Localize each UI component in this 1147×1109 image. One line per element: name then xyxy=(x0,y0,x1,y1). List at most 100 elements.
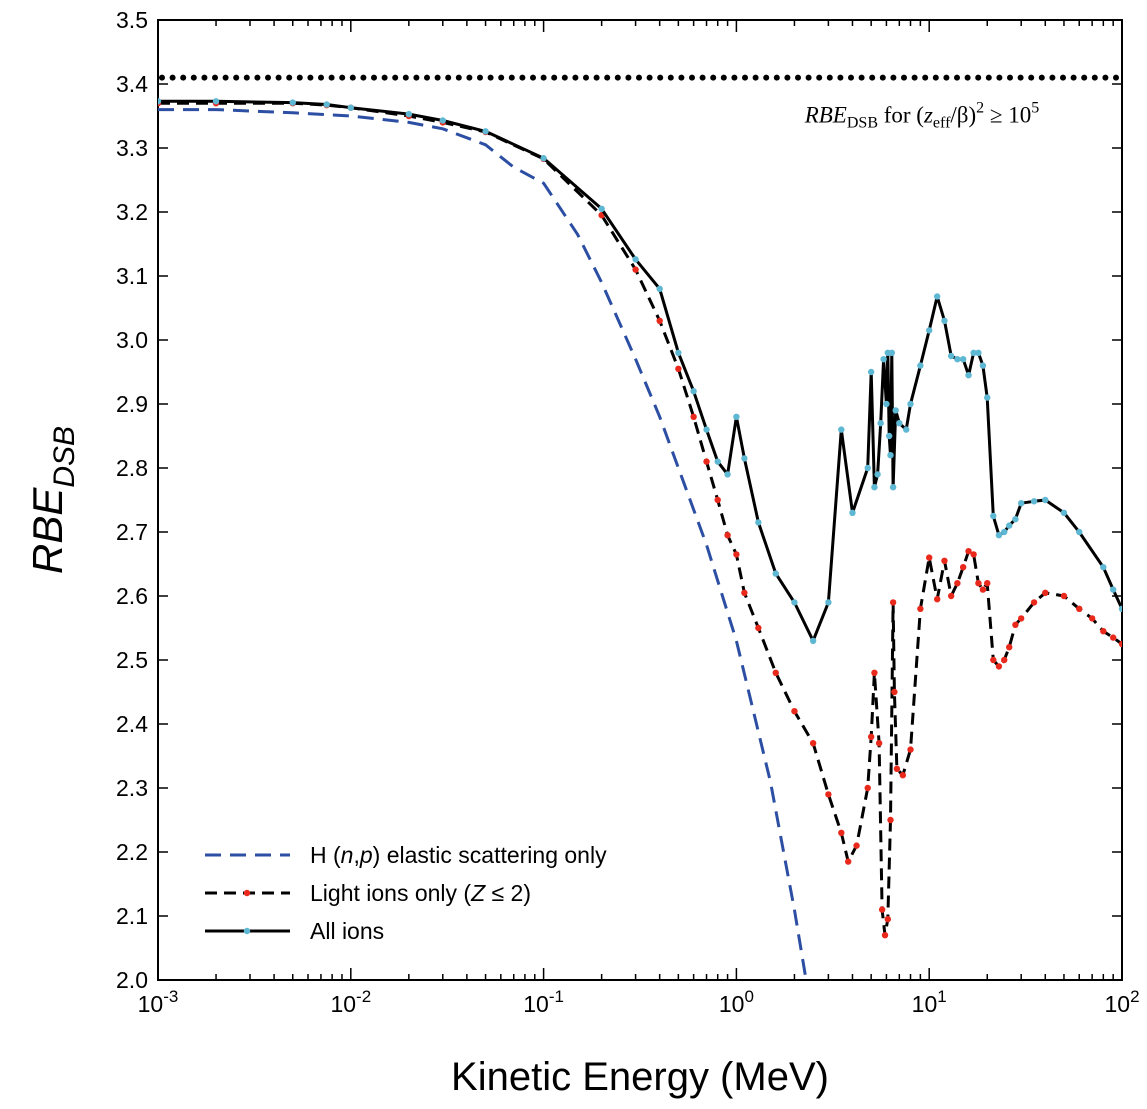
data-point xyxy=(884,916,892,923)
y-axis-title: RBEDSB xyxy=(24,426,81,574)
data-point xyxy=(405,110,413,118)
data-point xyxy=(1001,656,1008,664)
data-point xyxy=(733,413,740,420)
data-point xyxy=(891,688,898,696)
y-tick-label: 2.5 xyxy=(116,647,148,673)
data-point xyxy=(1118,640,1122,648)
data-point xyxy=(871,484,878,491)
data-point xyxy=(864,784,871,792)
data-point xyxy=(984,394,991,401)
data-point xyxy=(714,496,721,504)
data-point xyxy=(933,596,941,603)
data-point xyxy=(887,816,894,824)
data-point xyxy=(979,586,987,593)
data-point xyxy=(289,99,296,106)
data-point xyxy=(1042,496,1049,504)
series-line xyxy=(158,108,808,980)
data-point xyxy=(482,128,489,135)
y-tick-label: 2.4 xyxy=(116,711,148,737)
y-tick-label: 2.2 xyxy=(116,839,148,865)
data-point xyxy=(984,580,991,587)
data-point xyxy=(896,420,903,427)
data-point xyxy=(1118,605,1122,612)
data-point xyxy=(1060,592,1068,600)
data-point xyxy=(995,663,1003,670)
data-point xyxy=(970,551,977,558)
series-line xyxy=(158,101,1122,937)
data-point xyxy=(703,458,710,465)
y-tick-label: 3.0 xyxy=(116,327,148,353)
data-point xyxy=(933,293,941,300)
y-axis-title-main: RBE xyxy=(24,487,71,574)
y-tick-label: 2.9 xyxy=(116,391,148,417)
data-point xyxy=(975,349,982,356)
legend-item: All ions xyxy=(205,918,384,944)
y-tick-label: 3.1 xyxy=(116,263,148,289)
y-axis-title-sub: DSB xyxy=(48,426,81,488)
data-point xyxy=(809,637,817,644)
data-point xyxy=(867,733,875,740)
x-tick-label: 101 xyxy=(912,987,947,1017)
data-point xyxy=(347,104,354,111)
plot-border xyxy=(157,19,1123,981)
data-point xyxy=(809,740,817,747)
series-0 xyxy=(158,108,808,980)
data-point xyxy=(990,656,997,664)
data-point xyxy=(1006,644,1013,651)
data-point xyxy=(825,599,832,606)
legend: H (n,p) elastic scattering only Light ion… xyxy=(205,842,607,944)
data-point xyxy=(899,772,907,779)
data-point xyxy=(714,458,721,465)
data-point xyxy=(926,554,933,561)
data-point xyxy=(741,455,748,462)
data-point xyxy=(439,117,446,124)
data-point xyxy=(1017,500,1025,507)
data-point xyxy=(892,407,899,414)
x-tick-label: 10-3 xyxy=(138,987,179,1017)
data-point xyxy=(1100,628,1107,635)
series-1 xyxy=(158,100,1122,939)
data-point xyxy=(1012,621,1019,628)
legend-label: Light ions only (Z ≤ 2) xyxy=(310,880,531,906)
data-point xyxy=(995,532,1003,539)
data-point xyxy=(1060,509,1068,516)
data-point xyxy=(979,362,987,369)
data-point xyxy=(990,512,997,520)
data-point xyxy=(975,580,982,587)
data-point xyxy=(1076,528,1083,536)
reference-line-label: RBEDSB for (zeff/β)2 ≥ 105 xyxy=(804,100,1040,132)
data-point xyxy=(724,471,731,478)
data-point xyxy=(849,509,856,516)
y-tick-label: 3.4 xyxy=(116,71,148,97)
data-point xyxy=(838,829,845,836)
x-tick-label: 10-2 xyxy=(330,987,371,1017)
x-tick-labels: 10-3 10-2 10-1 100 101 102 xyxy=(138,987,1140,1017)
y-tick-label: 2.0 xyxy=(116,967,148,993)
data-point xyxy=(656,317,663,324)
data-point xyxy=(887,452,894,459)
legend-label: H (n,p) elastic scattering only xyxy=(310,842,607,868)
data-point xyxy=(1001,528,1008,536)
series-layer xyxy=(158,98,1122,980)
y-tick-label: 2.3 xyxy=(116,775,148,801)
legend-item: H (n,p) elastic scattering only xyxy=(205,842,607,868)
data-point xyxy=(825,791,832,798)
data-point xyxy=(889,599,897,606)
data-point xyxy=(540,155,547,162)
data-point xyxy=(970,349,977,356)
data-point xyxy=(881,932,889,939)
data-point xyxy=(926,327,933,334)
data-point xyxy=(724,532,731,539)
data-point xyxy=(1100,564,1107,571)
data-point xyxy=(965,548,972,555)
data-point xyxy=(893,765,901,772)
data-point xyxy=(632,266,639,273)
x-tick-label: 102 xyxy=(1104,987,1139,1017)
y-tick-label: 3.5 xyxy=(116,7,148,33)
series-2 xyxy=(158,98,1122,644)
data-point xyxy=(965,372,972,379)
data-point xyxy=(917,605,924,612)
data-point xyxy=(733,551,740,558)
data-point xyxy=(878,906,886,913)
data-point xyxy=(853,842,860,849)
